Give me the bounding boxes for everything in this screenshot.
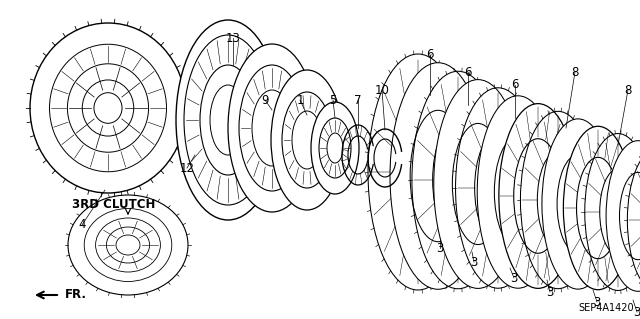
Ellipse shape (311, 102, 359, 194)
Ellipse shape (176, 20, 280, 220)
Ellipse shape (390, 63, 486, 289)
Text: 9: 9 (261, 93, 269, 107)
Ellipse shape (116, 235, 140, 255)
Ellipse shape (514, 139, 563, 253)
Ellipse shape (434, 80, 522, 288)
Ellipse shape (542, 119, 614, 289)
Ellipse shape (67, 64, 148, 152)
Ellipse shape (477, 96, 559, 288)
Ellipse shape (239, 65, 305, 191)
Text: 1: 1 (296, 93, 304, 107)
Ellipse shape (282, 92, 332, 188)
Text: 12: 12 (179, 161, 195, 174)
Text: 3: 3 (510, 271, 518, 285)
Ellipse shape (188, 133, 202, 151)
Text: 4: 4 (78, 219, 86, 232)
Text: FR.: FR. (65, 288, 87, 301)
Text: 6: 6 (511, 78, 519, 92)
Ellipse shape (95, 218, 161, 272)
Ellipse shape (252, 90, 292, 166)
Text: 3: 3 (634, 306, 640, 318)
Ellipse shape (271, 70, 343, 210)
Text: 3: 3 (593, 295, 601, 308)
Ellipse shape (494, 136, 541, 248)
Ellipse shape (319, 118, 351, 178)
Ellipse shape (292, 111, 322, 169)
Ellipse shape (327, 133, 343, 163)
Ellipse shape (49, 44, 166, 172)
Ellipse shape (620, 172, 640, 260)
Ellipse shape (557, 155, 599, 253)
Text: SEP4A1420: SEP4A1420 (578, 303, 634, 313)
Ellipse shape (228, 44, 316, 212)
Text: 3RD CLUTCH: 3RD CLUTCH (72, 198, 156, 211)
Ellipse shape (563, 126, 632, 290)
Text: 7: 7 (355, 93, 362, 107)
Text: 3: 3 (470, 256, 477, 269)
Ellipse shape (184, 35, 272, 205)
Ellipse shape (200, 65, 256, 175)
Ellipse shape (577, 157, 620, 259)
Ellipse shape (83, 80, 134, 136)
Text: 13: 13 (225, 32, 241, 44)
Text: 6: 6 (426, 48, 434, 62)
Text: 6: 6 (464, 65, 472, 78)
Ellipse shape (606, 141, 640, 291)
Text: 8: 8 (624, 84, 632, 97)
Text: 5: 5 (330, 93, 337, 107)
Text: 8: 8 (572, 65, 579, 78)
Ellipse shape (410, 110, 466, 242)
Text: 3: 3 (436, 241, 444, 255)
Ellipse shape (106, 227, 150, 263)
Ellipse shape (499, 104, 577, 288)
Ellipse shape (210, 85, 246, 155)
Ellipse shape (94, 93, 122, 123)
Ellipse shape (84, 209, 172, 281)
Text: 3: 3 (547, 286, 554, 299)
Ellipse shape (181, 125, 209, 159)
Text: 10: 10 (374, 84, 389, 97)
Ellipse shape (452, 123, 504, 245)
